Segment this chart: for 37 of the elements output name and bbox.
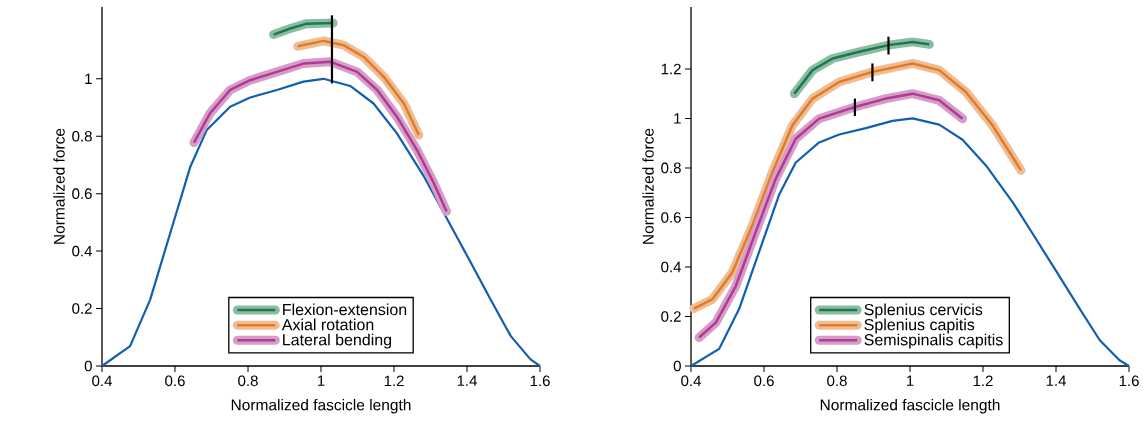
y-tick-label: 0.6 (72, 188, 92, 199)
y-axis-title: Normalized force (53, 128, 65, 244)
legend-label: Lateral bending (283, 333, 392, 349)
x-tick-label: 1 (906, 375, 914, 386)
x-tick-label: 0.8 (238, 375, 258, 387)
y-tick-label: 1.2 (661, 63, 681, 75)
legend-label: Axial rotation (281, 318, 374, 331)
y-tick-label: 1 (674, 113, 681, 124)
y-tick-label: 0 (673, 360, 681, 372)
x-tick-label: 1.6 (1119, 375, 1139, 387)
x-tick-label: 1.4 (1046, 375, 1066, 386)
x-axis-title: Normalized fascicle length (231, 399, 411, 414)
x-tick-label: 0.8 (827, 375, 847, 387)
legend-label: Semispinalis capitis (864, 333, 1003, 349)
legend-label: Splenius cervicis (864, 303, 983, 319)
x-tick-label: 0.6 (754, 375, 774, 387)
legend-label: Flexion-extension (283, 303, 407, 316)
y-tick-label: 0.8 (72, 130, 92, 142)
x-tick-label: 1.6 (530, 375, 550, 387)
x-tick-label: 1.2 (973, 375, 993, 387)
x-tick-label: 0.4 (92, 375, 112, 387)
x-axis-title: Normalized fascicle length (820, 399, 1000, 414)
y-axis-title: Normalized force (642, 128, 654, 244)
x-tick-label: 1.4 (457, 375, 477, 386)
y-tick-label: 0.4 (72, 245, 93, 257)
legend-label: Splenius capitis (864, 318, 975, 334)
y-tick-label: 0.2 (72, 303, 92, 314)
y-tick-label: 0.2 (661, 311, 681, 322)
y-tick-label: 0.6 (661, 212, 681, 223)
x-tick-label: 1.2 (384, 375, 404, 387)
y-tick-label: 1 (85, 73, 92, 84)
x-tick-label: 0.4 (681, 375, 701, 387)
y-tick-label: 0 (84, 360, 92, 372)
y-tick-label: 0.8 (661, 162, 681, 174)
y-tick-label: 0.4 (661, 261, 682, 273)
x-tick-label: 1 (317, 375, 325, 386)
x-tick-label: 0.6 (165, 375, 185, 387)
